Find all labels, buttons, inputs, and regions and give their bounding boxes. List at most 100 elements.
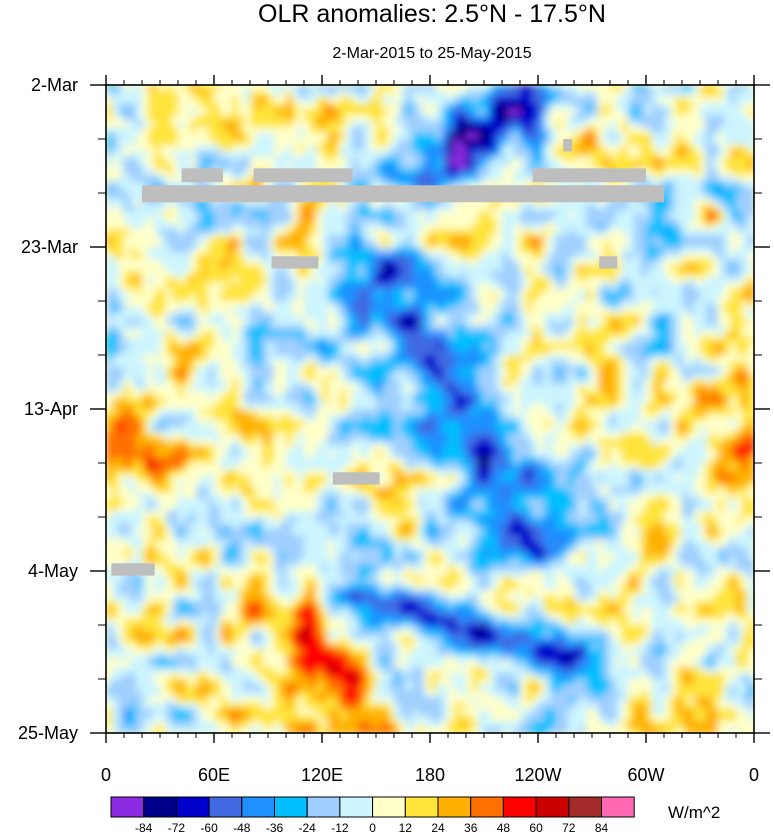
heatmap-cell bbox=[220, 121, 227, 128]
heatmap-cell bbox=[328, 337, 335, 344]
heatmap-cell bbox=[670, 235, 677, 242]
heatmap-cell bbox=[196, 91, 203, 98]
heatmap-cell bbox=[544, 259, 551, 266]
heatmap-cell bbox=[676, 115, 683, 122]
heatmap-cell bbox=[412, 307, 419, 314]
heatmap-cell bbox=[742, 259, 749, 266]
heatmap-cell bbox=[190, 229, 197, 236]
heatmap-cell bbox=[304, 343, 311, 350]
heatmap-cell bbox=[130, 283, 137, 290]
heatmap-cell bbox=[262, 343, 269, 350]
heatmap-cell bbox=[130, 343, 137, 350]
heatmap-cell bbox=[556, 319, 563, 326]
heatmap-cell bbox=[376, 145, 383, 152]
heatmap-cell bbox=[358, 109, 365, 116]
heatmap-cell bbox=[190, 241, 197, 248]
heatmap-cell bbox=[160, 331, 167, 338]
heatmap-cell bbox=[706, 337, 713, 344]
heatmap-cell bbox=[460, 271, 467, 278]
heatmap-cell bbox=[724, 97, 731, 104]
heatmap-cell bbox=[346, 139, 353, 146]
heatmap-cell bbox=[454, 97, 461, 104]
heatmap-cell bbox=[628, 97, 635, 104]
heatmap-cell bbox=[226, 223, 233, 230]
heatmap-cell bbox=[544, 271, 551, 278]
heatmap-cell bbox=[178, 217, 185, 224]
heatmap-cell bbox=[472, 121, 479, 128]
heatmap-cell bbox=[604, 145, 611, 152]
heatmap-cell bbox=[436, 277, 443, 284]
heatmap-cell bbox=[448, 157, 455, 164]
heatmap-cell bbox=[700, 175, 707, 182]
heatmap-cell bbox=[562, 325, 569, 332]
heatmap-cell bbox=[178, 103, 185, 110]
heatmap-cell bbox=[286, 349, 293, 356]
heatmap-cell bbox=[736, 85, 743, 92]
heatmap-cell bbox=[214, 289, 221, 296]
heatmap-cell bbox=[292, 277, 299, 284]
heatmap-cell bbox=[682, 211, 689, 218]
heatmap-cell bbox=[706, 115, 713, 122]
heatmap-cell bbox=[280, 127, 287, 134]
heatmap-cell bbox=[400, 115, 407, 122]
heatmap-cell bbox=[508, 205, 515, 212]
heatmap-cell bbox=[412, 259, 419, 266]
heatmap-cell bbox=[160, 115, 167, 122]
heatmap-cell bbox=[340, 283, 347, 290]
heatmap-cell bbox=[700, 301, 707, 308]
heatmap-cell bbox=[718, 289, 725, 296]
heatmap-cell bbox=[118, 235, 125, 242]
heatmap-cell bbox=[502, 211, 509, 218]
heatmap-cell bbox=[280, 307, 287, 314]
heatmap-cell bbox=[142, 109, 149, 116]
heatmap-cell bbox=[496, 307, 503, 314]
heatmap-cell bbox=[640, 241, 647, 248]
heatmap-cell bbox=[526, 319, 533, 326]
heatmap-cell bbox=[394, 349, 401, 356]
heatmap-cell bbox=[148, 289, 155, 296]
heatmap-cell bbox=[640, 283, 647, 290]
heatmap-cell bbox=[184, 319, 191, 326]
heatmap-cell bbox=[112, 325, 119, 332]
heatmap-cell bbox=[436, 253, 443, 260]
heatmap-cell bbox=[574, 157, 581, 164]
heatmap-cell bbox=[610, 295, 617, 302]
heatmap-cell bbox=[676, 127, 683, 134]
heatmap-cell bbox=[508, 343, 515, 350]
heatmap-cell bbox=[478, 343, 485, 350]
heatmap-cell bbox=[166, 109, 173, 116]
heatmap-cell bbox=[598, 85, 605, 92]
heatmap-cell bbox=[172, 97, 179, 104]
heatmap-cell bbox=[706, 355, 713, 362]
heatmap-cell bbox=[664, 145, 671, 152]
heatmap-cell bbox=[526, 295, 533, 302]
heatmap-cell bbox=[652, 91, 659, 98]
heatmap-cell bbox=[700, 97, 707, 104]
heatmap-cell bbox=[376, 277, 383, 284]
heatmap-cell bbox=[478, 133, 485, 140]
heatmap-cell bbox=[154, 235, 161, 242]
heatmap-cell bbox=[598, 133, 605, 140]
heatmap-cell bbox=[652, 319, 659, 326]
heatmap-cell bbox=[238, 253, 245, 260]
heatmap-cell bbox=[112, 259, 119, 266]
heatmap-cell bbox=[286, 241, 293, 248]
heatmap-cell bbox=[262, 301, 269, 308]
heatmap-cell bbox=[352, 121, 359, 128]
heatmap-cell bbox=[478, 253, 485, 260]
heatmap-cell bbox=[130, 259, 137, 266]
heatmap-cell bbox=[352, 289, 359, 296]
heatmap-cell bbox=[316, 139, 323, 146]
heatmap-cell bbox=[268, 337, 275, 344]
heatmap-cell bbox=[244, 319, 251, 326]
heatmap-cell bbox=[244, 361, 251, 368]
heatmap-cell bbox=[352, 247, 359, 254]
heatmap-cell bbox=[256, 247, 263, 254]
heatmap-cell bbox=[406, 115, 413, 122]
heatmap-cell bbox=[580, 109, 587, 116]
heatmap-cell bbox=[712, 115, 719, 122]
heatmap-cell bbox=[268, 331, 275, 338]
heatmap-cell bbox=[718, 127, 725, 134]
heatmap-cell bbox=[508, 253, 515, 260]
heatmap-cell bbox=[112, 343, 119, 350]
